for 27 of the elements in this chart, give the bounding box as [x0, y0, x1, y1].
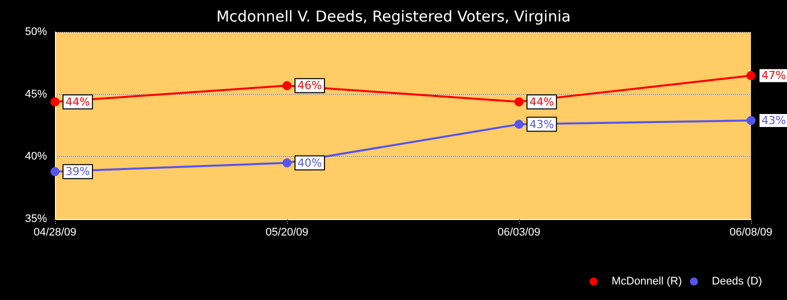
- x-tick-label: 06/08/09: [730, 226, 772, 238]
- data-label: 44%: [530, 95, 554, 108]
- y-tick-label: 40%: [24, 150, 48, 163]
- point: [282, 158, 292, 168]
- data-label: 39%: [66, 165, 90, 178]
- point: [746, 71, 756, 80]
- point: [746, 116, 756, 126]
- y-tick-label: 35%: [24, 213, 48, 225]
- legend-label: Deeds (D): [712, 276, 762, 288]
- data-label: 43%: [762, 114, 786, 128]
- point: [282, 81, 292, 90]
- data-label: 44%: [66, 95, 90, 108]
- point: [50, 167, 60, 176]
- data-label: 40%: [298, 156, 322, 170]
- data-label: 43%: [530, 118, 554, 131]
- x-tick-label: 05/20/09: [266, 226, 308, 238]
- y-tick-label: 45%: [24, 88, 48, 100]
- chart-title: Mcdonnell V. Deeds, Registered Voters, Virginia: [216, 8, 571, 26]
- data-label: 46%: [298, 79, 322, 92]
- point: [514, 120, 524, 129]
- data-label: 47%: [762, 69, 786, 82]
- point: [514, 97, 524, 106]
- legend-label: McDonnell (R): [612, 276, 682, 288]
- y-tick-label: 50%: [24, 26, 48, 38]
- x-tick-label: 06/03/09: [498, 226, 540, 238]
- point: [50, 97, 60, 106]
- x-tick-label: 04/28/09: [34, 226, 76, 238]
